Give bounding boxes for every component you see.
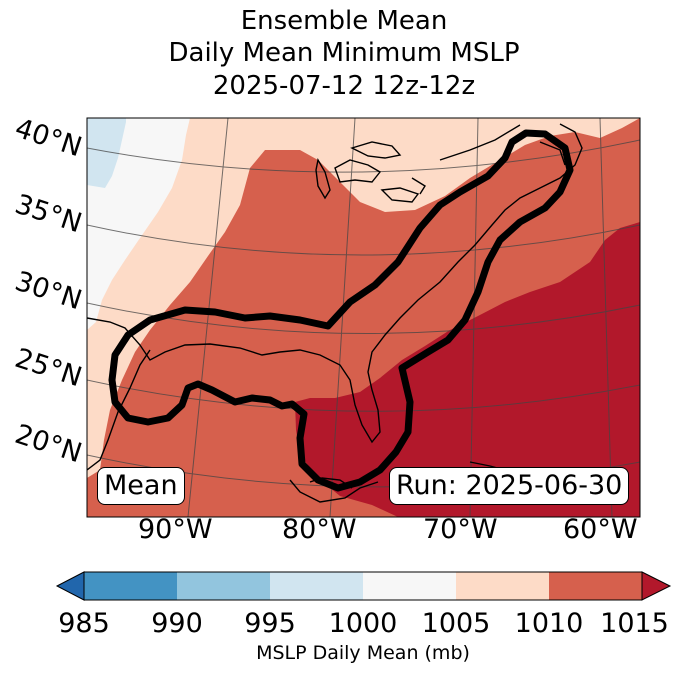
colorbar-990-995 bbox=[177, 572, 270, 600]
colorbar-tick-1005: 1005 bbox=[421, 608, 491, 639]
colorbar-1010-1015 bbox=[549, 572, 642, 600]
colorbar-985-990 bbox=[84, 572, 177, 600]
mean-label: Mean bbox=[97, 467, 185, 505]
colorbar-1000-1005 bbox=[363, 572, 456, 600]
title-line-1: Ensemble Mean bbox=[240, 6, 448, 36]
lon-label-90w: 90°W bbox=[138, 514, 213, 545]
colorbar-995-1000 bbox=[270, 572, 363, 600]
colorbar-under bbox=[55, 571, 85, 601]
colorbar-over bbox=[641, 571, 672, 601]
graticule bbox=[87, 118, 640, 517]
colorbar-tick-995: 995 bbox=[244, 608, 296, 639]
colorbar-tick-1000: 1000 bbox=[328, 608, 398, 639]
colorbar-tick-990: 990 bbox=[151, 608, 203, 639]
colorbar bbox=[55, 571, 672, 601]
map-frame bbox=[86, 117, 641, 518]
title-line-2: Daily Mean Minimum MSLP bbox=[168, 38, 520, 68]
field-995-1000 bbox=[87, 118, 126, 188]
field-above-1015 bbox=[295, 222, 640, 517]
colorbar-label: MSLP Daily Mean (mb) bbox=[256, 642, 470, 664]
colorbar-tick-1015: 1015 bbox=[600, 608, 669, 639]
colorbar-tick-985: 985 bbox=[58, 608, 110, 639]
colorbar-1005-1010 bbox=[456, 572, 549, 600]
lon-label-60w: 60°W bbox=[563, 514, 638, 545]
colorbar-tick-1010: 1010 bbox=[514, 608, 584, 639]
run-label: Run: 2025-06-30 bbox=[389, 467, 630, 505]
field-1005-1010 bbox=[87, 118, 640, 478]
ensemble-contour bbox=[108, 129, 574, 492]
lon-label-80w: 80°W bbox=[282, 514, 357, 545]
lon-label-70w: 70°W bbox=[423, 514, 498, 545]
title-line-3: 2025-07-12 12z-12z bbox=[212, 71, 476, 101]
map-panel bbox=[87, 118, 640, 517]
